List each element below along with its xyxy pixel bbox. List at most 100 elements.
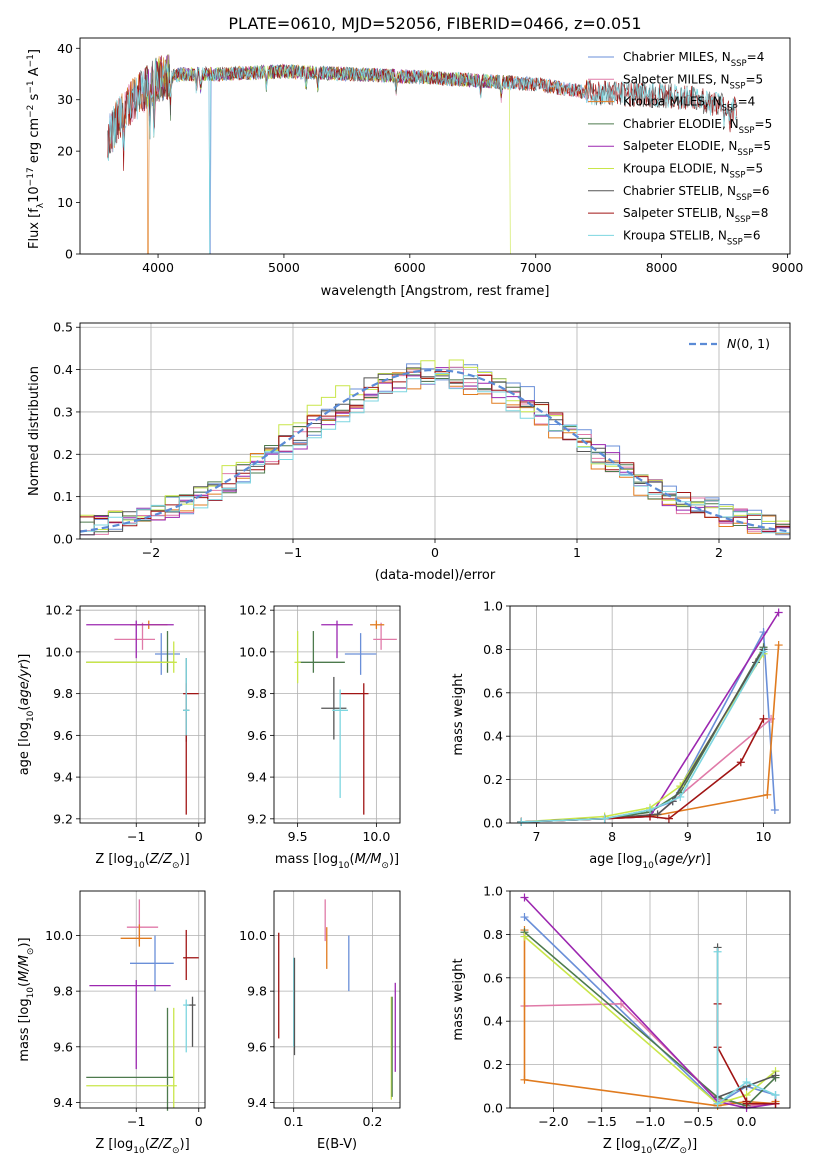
x-axis-label: Z [log10(Z/Z⊙)] <box>95 852 189 871</box>
axes-frame <box>79 37 791 255</box>
histogram-step <box>80 373 790 534</box>
legend-label-main: Salpeter STELIB, N <box>623 206 735 220</box>
legend-label-main: Chabrier ELODIE, N <box>623 117 739 131</box>
mass-weight-line <box>523 931 777 1107</box>
data-point-marker <box>664 814 673 823</box>
legend-label-sub: SSP <box>739 126 755 136</box>
y-tick-label: 40 <box>57 41 73 56</box>
y-tick-label: 9.4 <box>247 770 267 785</box>
label-part: age [log <box>17 722 32 775</box>
x-tick-label: −1 <box>127 829 145 844</box>
label-part: A <box>27 67 42 80</box>
mass-weight-line <box>716 951 776 1106</box>
y-tick-label: 9.8 <box>247 686 267 701</box>
mass-weight-line <box>521 645 780 823</box>
data-point-marker <box>742 1099 751 1108</box>
label-part: ⊙ <box>381 861 389 871</box>
y-tick-label: 10.0 <box>45 644 73 659</box>
x-tick-label: 8000 <box>646 260 678 275</box>
label-part: Z/Z <box>149 1137 173 1152</box>
y-tick-label: 9.2 <box>247 811 267 826</box>
x-tick-label: 0.1 <box>284 1114 304 1129</box>
axes-frame <box>273 890 401 1109</box>
legend-label-sub: SSP <box>731 59 747 69</box>
y-tick-label: 0.0 <box>483 1101 503 1116</box>
label-part: )] <box>687 1137 697 1152</box>
x-axis-label: Z [log10(Z/Z⊙)] <box>603 1137 697 1156</box>
label-part: s <box>27 93 42 104</box>
x-axis-label: mass [log10(M/M⊙)] <box>275 852 399 871</box>
y-tick-label: 20 <box>57 144 73 159</box>
y-tick-label: 10.0 <box>45 928 73 943</box>
x-axis-label: Z [log10(Z/Z⊙)] <box>95 1137 189 1156</box>
y-tick-label: 10.0 <box>239 928 267 943</box>
legend-label: Kroupa STELIB, NSSP=6 <box>623 228 761 247</box>
label-part: 10 <box>26 987 36 999</box>
data-point-marker <box>646 805 654 814</box>
spectrum-line <box>107 58 738 254</box>
label-part: ⊙ <box>679 1146 687 1156</box>
y-tick-label: 0.2 <box>483 772 503 787</box>
legend-label: N(0, 1) <box>727 336 770 351</box>
age-vs-metallicity-panel: −1 09.29.49.69.810.010.2Z [log10(Z/Z⊙)]ag… <box>17 603 206 871</box>
label-part: )] <box>701 852 711 867</box>
data-point-marker <box>770 805 779 814</box>
y-tick-label: 9.2 <box>53 811 73 826</box>
legend-label-tail: =8 <box>751 206 769 220</box>
x-tick-label: 9 <box>684 829 692 844</box>
x-tick-label: 7 <box>533 829 541 844</box>
x-tick-label: 5000 <box>268 260 300 275</box>
y-tick-label: 0.0 <box>53 532 73 547</box>
label-part: ( <box>17 982 32 987</box>
y-tick-label: 10.2 <box>45 603 73 618</box>
x-tick-label: 8 <box>608 829 616 844</box>
data-point-marker <box>763 790 772 799</box>
legend-label-sub: SSP <box>736 193 752 203</box>
y-tick-label: 1.0 <box>483 884 503 899</box>
x-tick-label: −1.0 <box>635 1114 665 1129</box>
axes-frame <box>509 605 791 824</box>
legend-label-main: Salpeter ELODIE, N <box>623 139 737 153</box>
label-part: )] <box>180 852 190 867</box>
x-axis-label: E(B-V) <box>317 1137 357 1152</box>
y-tick-label: 0.6 <box>483 685 503 700</box>
y-tick-label: 9.8 <box>247 984 267 999</box>
x-tick-label: −0.5 <box>683 1114 713 1129</box>
mass-weight-line <box>521 646 765 823</box>
y-tick-label: 9.8 <box>53 984 73 999</box>
y-tick-label: 0.0 <box>483 816 503 831</box>
mass-vs-metallicity-panel: −1 09.49.69.810.0Z [log10(Z/Z⊙)]mass [log… <box>17 890 206 1156</box>
legend-label-sub: SSP <box>730 171 746 181</box>
label-part: 10 <box>26 710 36 722</box>
y-tick-label: 9.6 <box>53 1039 73 1054</box>
label-part: mass [log <box>275 852 338 867</box>
y-tick-label: 9.4 <box>53 770 73 785</box>
label-part: Flux [f <box>27 208 42 249</box>
label-part: 10 <box>641 1146 653 1156</box>
label-part: ( <box>350 852 355 867</box>
x-tick-label: 7000 <box>520 260 552 275</box>
legend-label: Salpeter MILES, NSSP=5 <box>623 72 763 91</box>
legend-label: Chabrier STELIB, NSSP=6 <box>623 184 770 203</box>
label-part: −1 <box>26 54 36 67</box>
label-part: 10 <box>338 861 350 871</box>
label-part: 10 <box>642 861 654 871</box>
data-point-marker <box>520 893 529 902</box>
legend-label-main: Chabrier MILES, N <box>623 50 731 64</box>
residuals-panel: −2 −1 0 1 2 0.0 0.1 0.2 0.3 0.4 0.5 N(0, 1) (data-mo… <box>27 320 791 583</box>
y-tick-label: 0.4 <box>53 362 73 377</box>
legend-label: Chabrier MILES, NSSP=4 <box>623 50 764 69</box>
y-tick-label: 0 <box>65 247 73 262</box>
x-tick-label: 0.2 <box>362 1114 382 1129</box>
legend-label-main: Kroupa ELODIE, N <box>623 162 730 176</box>
legend-label: Kroupa MILES, NSSP=4 <box>623 95 755 114</box>
legend-label-tail: =5 <box>753 139 771 153</box>
y-tick-label: 1.0 <box>483 599 503 614</box>
y-tick-label: 30 <box>57 92 73 107</box>
axes-frame <box>79 890 206 1109</box>
x-tick-label: 0 <box>431 545 439 560</box>
y-tick-label: 10.2 <box>239 603 267 618</box>
label-part: Z [log <box>95 852 133 867</box>
label-part: ( <box>145 1137 150 1152</box>
